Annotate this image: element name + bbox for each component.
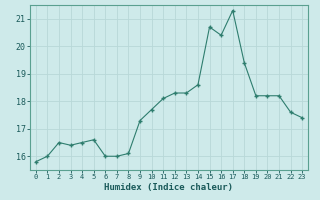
X-axis label: Humidex (Indice chaleur): Humidex (Indice chaleur) (105, 183, 234, 192)
